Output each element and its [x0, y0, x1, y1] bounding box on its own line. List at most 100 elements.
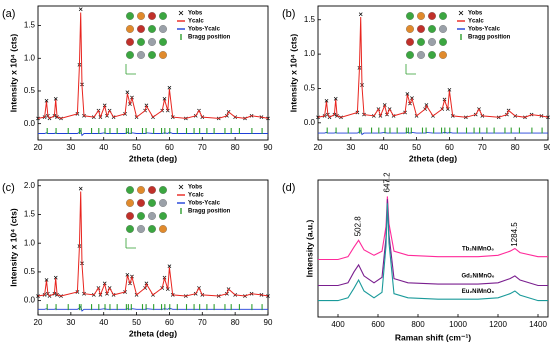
x-tick-label: 1400 [529, 320, 547, 329]
atom [137, 38, 145, 46]
atom [126, 25, 134, 33]
atom [126, 186, 134, 194]
x-tick-label: 90 [264, 143, 273, 152]
plot-frame [317, 5, 549, 141]
atom [439, 12, 447, 20]
atom [439, 51, 447, 59]
x-axis-label: 2theta (deg) [409, 153, 457, 163]
yobs-point [78, 7, 83, 12]
legend-label: Yobs-Ycalc [188, 201, 221, 207]
atom [439, 38, 447, 46]
axes-glyph [125, 64, 136, 75]
atom [417, 38, 425, 46]
axes-glyph [125, 238, 136, 249]
y-tick-label: 0.5 [304, 84, 316, 93]
atom [417, 25, 425, 33]
yobs-point [266, 294, 270, 298]
yobs-point [316, 115, 320, 120]
axes-glyph [405, 64, 416, 75]
peak-label: 1284.5 [510, 222, 519, 247]
yobs-point [546, 115, 550, 120]
y-tick-label: 0.5 [24, 86, 36, 95]
atom [126, 212, 134, 220]
x-tick-label: 50 [132, 143, 141, 152]
atom [428, 25, 436, 33]
x-tick-label: 60 [445, 143, 454, 152]
structure-inset [405, 12, 447, 75]
panel-label: (c) [2, 182, 15, 194]
y-tick-label: 1.0 [24, 53, 36, 62]
legend-label: Bragg position [188, 35, 231, 41]
yobs-point [167, 264, 172, 269]
atom [148, 38, 156, 46]
plot-frame [37, 179, 269, 316]
legend-label: Bragg position [188, 209, 231, 215]
x-tick-label: 40 [379, 143, 388, 152]
atom [137, 225, 145, 233]
x-tick-label: 1000 [449, 320, 467, 329]
x-tick-label: 1200 [489, 320, 507, 329]
atom [159, 38, 167, 46]
plot-frame [317, 179, 549, 318]
ycalc-line [37, 12, 269, 120]
x-tick-label: 50 [412, 143, 421, 152]
x-tick-label: 30 [66, 318, 75, 327]
x-tick-label: 40 [99, 318, 108, 327]
x-tick-label: 70 [198, 318, 207, 327]
atom [406, 38, 414, 46]
atom [126, 199, 134, 207]
atom [126, 225, 134, 233]
x-tick-label: 70 [198, 143, 207, 152]
series-label: Eu₂NiMnO₆ [462, 289, 495, 295]
y-tick-label: 0.0 [24, 119, 36, 128]
y-tick-label: 0.0 [304, 118, 316, 127]
atom [159, 186, 167, 194]
atom [148, 212, 156, 220]
x-tick-label: 60 [165, 143, 174, 152]
atom [148, 186, 156, 194]
raman-line [318, 203, 548, 302]
peak-label: 647.2 [383, 172, 392, 193]
yobs-point [78, 186, 83, 191]
x-tick-label: 400 [331, 320, 345, 329]
x-tick-label: 80 [511, 143, 520, 152]
legend-label: Ycalc [188, 193, 204, 199]
y-axis-label: Intensity x 10⁴ (cts) [288, 34, 298, 113]
atom [137, 25, 145, 33]
x-tick-label: 90 [544, 143, 550, 152]
legend-label: Bragg position [468, 35, 511, 41]
atom [406, 25, 414, 33]
atom [137, 186, 145, 194]
x-tick-label: 30 [66, 143, 75, 152]
x-axis-label: Raman shift (cm⁻¹) [395, 332, 471, 342]
yobs-point [167, 85, 172, 90]
atom [428, 38, 436, 46]
legend-label: Ycalc [468, 19, 484, 25]
atom [159, 12, 167, 20]
legend-label: Yobs [468, 11, 483, 17]
y-tick-label: 0.5 [24, 267, 36, 276]
y-tick-label: 1.0 [24, 238, 36, 247]
yobs-point [162, 96, 167, 101]
x-tick-label: 20 [314, 143, 323, 152]
x-tick-label: 600 [371, 320, 385, 329]
atom [126, 38, 134, 46]
yobs-point [324, 98, 329, 103]
x-tick-label: 80 [231, 143, 240, 152]
atom [159, 25, 167, 33]
y-tick-label: 1.0 [304, 49, 316, 58]
y-tick-label: 1.5 [304, 15, 316, 24]
atom [137, 212, 145, 220]
yobs-point [358, 12, 363, 17]
legend-symbol [458, 10, 464, 16]
y-axis-label: Intensity x 10⁴ (cts) [8, 34, 18, 113]
atom [417, 51, 425, 59]
yobs-point [447, 87, 452, 92]
series-label: Tb₂NiMnO₆ [462, 246, 494, 252]
x-tick-label: 20 [34, 318, 43, 327]
yobs-point [125, 272, 130, 277]
atom [159, 199, 167, 207]
atom [148, 25, 156, 33]
legend-label: Yobs-Ycalc [468, 27, 501, 33]
